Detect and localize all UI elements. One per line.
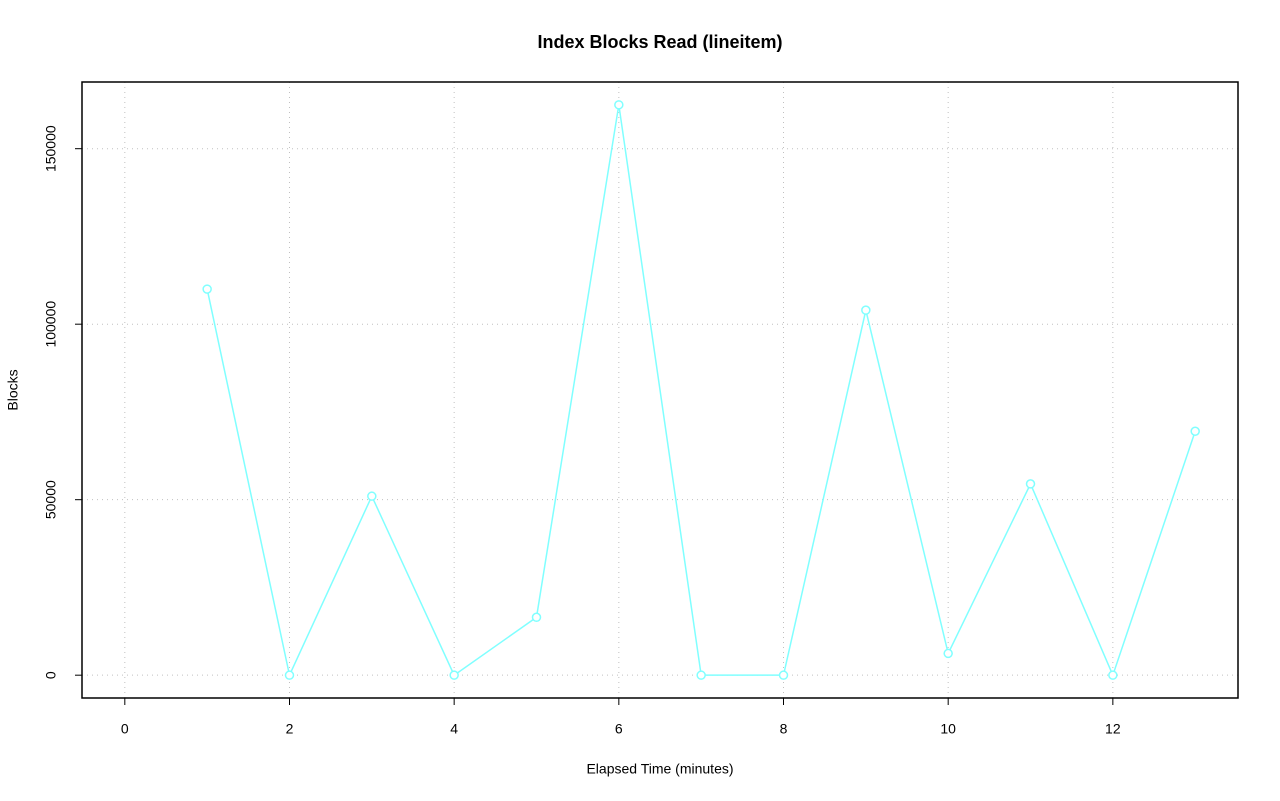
data-point bbox=[943, 648, 953, 659]
data-point bbox=[202, 284, 212, 294]
chart-title: Index Blocks Read (lineitem) bbox=[537, 32, 782, 52]
x-tick-label: 4 bbox=[450, 721, 458, 737]
y-tick-label: 0 bbox=[43, 671, 59, 679]
x-axis-label: Elapsed Time (minutes) bbox=[586, 761, 733, 777]
data-point bbox=[861, 305, 871, 315]
x-tick-label: 6 bbox=[615, 721, 623, 737]
data-point bbox=[1190, 426, 1200, 436]
data-point bbox=[284, 670, 295, 680]
data-point bbox=[614, 100, 624, 110]
data-point bbox=[778, 670, 789, 680]
data-point bbox=[1025, 479, 1036, 489]
data-point bbox=[1108, 670, 1118, 680]
y-tick-label: 50000 bbox=[43, 480, 59, 519]
y-tick-label: 100000 bbox=[43, 301, 59, 348]
x-tick-label: 2 bbox=[286, 721, 294, 737]
series-line bbox=[206, 104, 1196, 678]
x-tick-label: 12 bbox=[1105, 721, 1121, 737]
x-tick-label: 8 bbox=[780, 721, 788, 737]
x-tick-label: 10 bbox=[940, 721, 956, 737]
data-point bbox=[531, 612, 542, 623]
plot-frame bbox=[81, 81, 1239, 699]
data-point bbox=[449, 670, 459, 680]
x-tick-label: 0 bbox=[121, 721, 129, 737]
y-tick-label: 150000 bbox=[43, 125, 59, 172]
y-axis-label: Blocks bbox=[5, 369, 21, 410]
data-point bbox=[696, 670, 706, 680]
data-point bbox=[367, 491, 377, 501]
plot bbox=[202, 100, 1200, 680]
